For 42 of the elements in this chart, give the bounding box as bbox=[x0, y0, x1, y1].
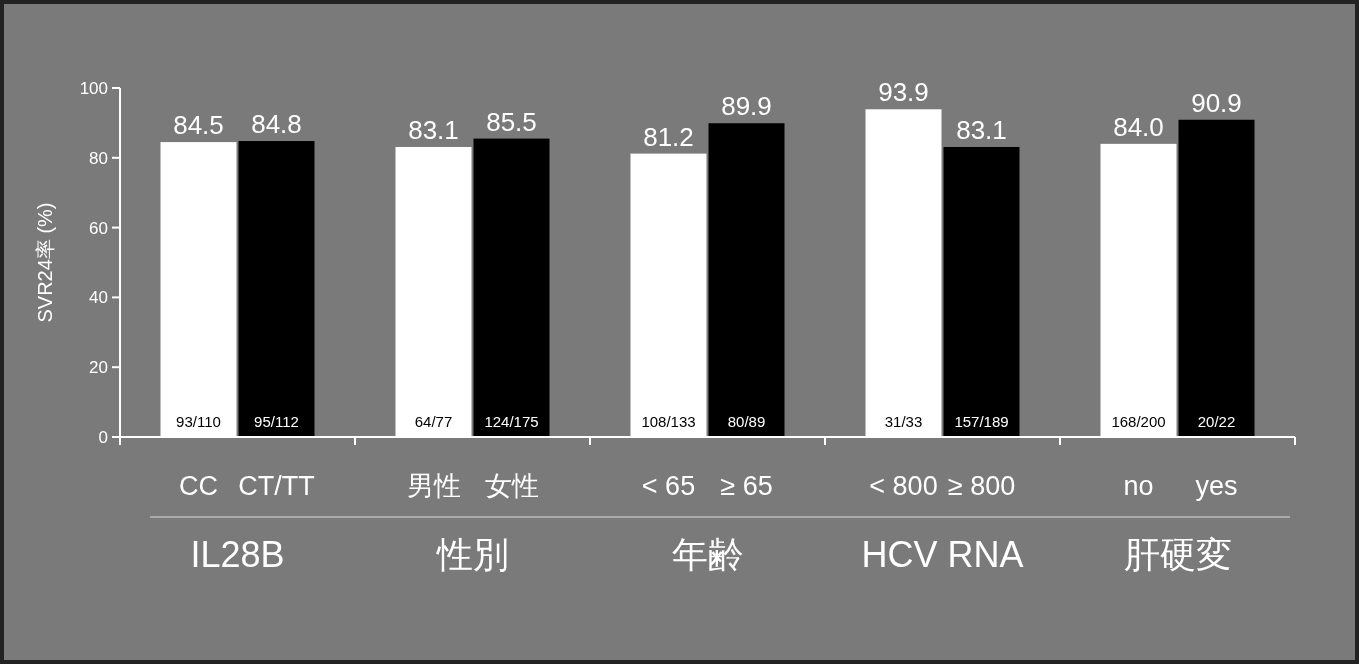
y-tick-label: 40 bbox=[89, 288, 108, 308]
text: 年齢 bbox=[671, 534, 744, 575]
x-tick-label: no bbox=[1123, 471, 1154, 501]
data-label: 90.9 bbox=[1191, 87, 1242, 118]
annotation: 93/110 bbox=[176, 413, 221, 430]
annotation: 64/77 bbox=[414, 413, 453, 430]
data-label: 89.9 bbox=[721, 91, 772, 122]
x-tick-label: CC bbox=[179, 471, 218, 501]
x-tick-label: ≥ 65 bbox=[720, 471, 773, 501]
y-tick-label: 20 bbox=[89, 358, 108, 378]
x-tick-label: 女性 bbox=[484, 471, 539, 501]
data-label: 84.5 bbox=[173, 110, 224, 141]
x-tick-label: < 65 bbox=[641, 471, 696, 501]
annotation: 124/175 bbox=[484, 413, 539, 430]
data-label: 93.9 bbox=[878, 77, 929, 108]
y-tick-label: 80 bbox=[89, 148, 108, 168]
annotation: 108/133 bbox=[641, 413, 696, 430]
annotation: 95/112 bbox=[254, 413, 299, 430]
y-tick-label: 60 bbox=[89, 218, 108, 238]
text: 肝硬変 bbox=[1123, 534, 1232, 575]
x-tick-label: < 800 bbox=[869, 471, 938, 501]
annotation: 31/33 bbox=[884, 413, 923, 430]
x-tick-label: ≥ 800 bbox=[947, 471, 1016, 501]
x-tick-label: 男性 bbox=[406, 471, 461, 501]
data-label: 81.2 bbox=[643, 121, 694, 152]
x-tick-label: CT/TT bbox=[238, 471, 315, 501]
annotation: 20/22 bbox=[1197, 413, 1236, 430]
y-tick-label: 0 bbox=[98, 428, 108, 447]
data-label: 85.5 bbox=[486, 106, 537, 137]
y-axis-title: SVR24率 (%) bbox=[34, 202, 56, 323]
data-label: 83.1 bbox=[956, 114, 1007, 145]
text: HCV RNA bbox=[861, 534, 1024, 575]
x-tick-label: yes bbox=[1195, 471, 1238, 501]
data-label: 84.0 bbox=[1113, 111, 1164, 142]
annotation: 168/200 bbox=[1111, 413, 1166, 430]
y-tick-label: 100 bbox=[79, 79, 108, 98]
data-label: 83.1 bbox=[408, 114, 459, 145]
text: IL28B bbox=[190, 534, 285, 575]
annotation: 80/89 bbox=[727, 413, 766, 430]
annotation: 157/189 bbox=[954, 413, 1009, 430]
data-label: 84.8 bbox=[251, 109, 302, 140]
text: 性別 bbox=[435, 534, 509, 575]
